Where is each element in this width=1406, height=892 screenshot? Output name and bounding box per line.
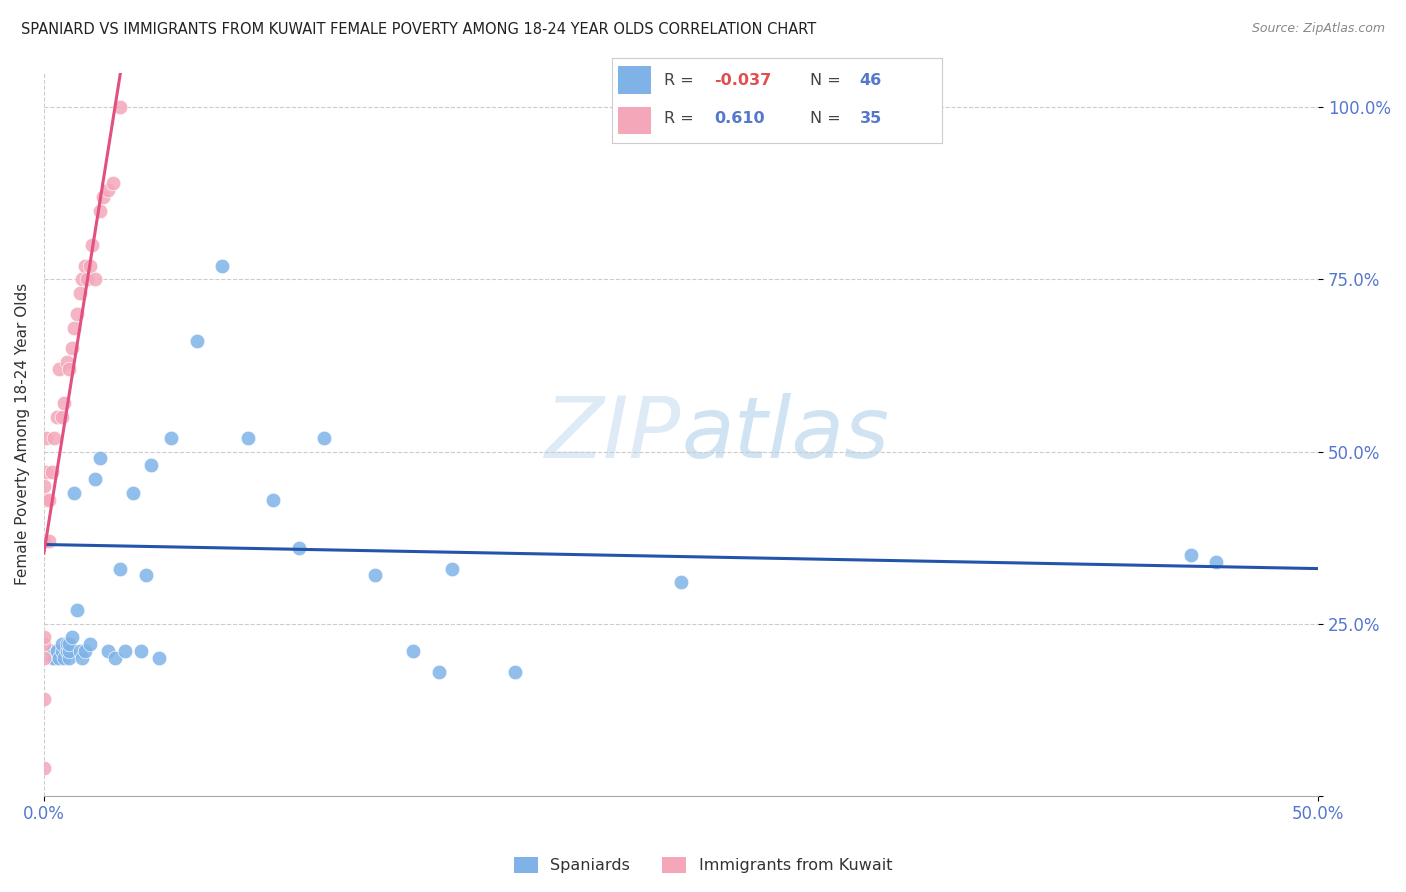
Point — [45, 410, 67, 425]
Point — [42, 431, 65, 445]
Point — [42, 651, 65, 665]
Point — [236, 431, 259, 445]
Legend: Spaniards, Immigrants from Kuwait: Spaniards, Immigrants from Kuwait — [508, 850, 898, 880]
Point — [70, 272, 93, 286]
Bar — [619, 67, 651, 94]
Point — [45, 644, 67, 658]
Point — [53, 651, 76, 665]
Point — [60, 631, 83, 645]
Point — [73, 644, 96, 658]
Point — [427, 665, 450, 679]
Point — [41, 651, 63, 665]
Point — [70, 651, 93, 665]
Point — [104, 651, 127, 665]
Point — [79, 259, 101, 273]
Point — [91, 190, 114, 204]
Point — [97, 644, 120, 658]
Point — [32, 479, 55, 493]
Point — [32, 651, 55, 665]
Point — [505, 665, 527, 679]
Point — [48, 362, 70, 376]
Point — [440, 561, 463, 575]
Point — [66, 603, 89, 617]
Y-axis label: Female Poverty Among 18-24 Year Olds: Female Poverty Among 18-24 Year Olds — [15, 284, 30, 585]
Point — [110, 100, 132, 114]
Point — [110, 561, 132, 575]
Point — [35, 431, 58, 445]
Point — [1205, 555, 1227, 569]
Point — [41, 465, 63, 479]
Point — [66, 307, 89, 321]
Text: N =: N = — [810, 72, 846, 87]
Point — [83, 272, 105, 286]
Text: atlas: atlas — [681, 392, 889, 475]
Bar — [619, 107, 651, 134]
Point — [314, 431, 336, 445]
Point — [101, 176, 124, 190]
Point — [82, 238, 104, 252]
Text: R =: R = — [665, 72, 699, 87]
Point — [32, 631, 55, 645]
Point — [1180, 548, 1202, 562]
Point — [58, 362, 80, 376]
Point — [89, 203, 111, 218]
Point — [79, 637, 101, 651]
Point — [287, 541, 309, 555]
Point — [114, 644, 136, 658]
Point — [32, 534, 55, 549]
Point — [35, 465, 58, 479]
Point — [56, 644, 79, 658]
Text: ZIP: ZIP — [546, 392, 681, 475]
Point — [60, 341, 83, 355]
Point — [186, 334, 208, 349]
Point — [135, 568, 157, 582]
Point — [51, 410, 73, 425]
Point — [32, 492, 55, 507]
Point — [56, 637, 79, 651]
Point — [32, 692, 55, 706]
Point — [89, 451, 111, 466]
Point — [58, 644, 80, 658]
Text: Source: ZipAtlas.com: Source: ZipAtlas.com — [1251, 22, 1385, 36]
Point — [41, 644, 63, 658]
Point — [56, 355, 79, 369]
Text: 35: 35 — [859, 112, 882, 127]
Point — [63, 320, 86, 334]
Point — [76, 272, 98, 286]
Point — [58, 651, 80, 665]
Point — [139, 458, 162, 473]
Point — [53, 396, 76, 410]
Point — [48, 651, 70, 665]
Point — [148, 651, 170, 665]
Point — [402, 644, 425, 658]
Text: 0.610: 0.610 — [714, 112, 765, 127]
Point — [73, 259, 96, 273]
Text: -0.037: -0.037 — [714, 72, 772, 87]
Point — [364, 568, 387, 582]
Point — [83, 472, 105, 486]
Point — [69, 644, 91, 658]
Point — [262, 492, 284, 507]
Point — [51, 637, 73, 651]
Point — [38, 492, 60, 507]
Point — [32, 761, 55, 775]
Point — [160, 431, 183, 445]
Text: N =: N = — [810, 112, 846, 127]
Point — [129, 644, 152, 658]
Point — [63, 486, 86, 500]
Point — [122, 486, 145, 500]
Point — [211, 259, 233, 273]
Point — [58, 637, 80, 651]
Point — [51, 644, 73, 658]
Point — [97, 183, 120, 197]
Point — [69, 286, 91, 301]
Point — [38, 534, 60, 549]
Point — [32, 637, 55, 651]
Text: R =: R = — [665, 112, 699, 127]
Text: SPANIARD VS IMMIGRANTS FROM KUWAIT FEMALE POVERTY AMONG 18-24 YEAR OLDS CORRELAT: SPANIARD VS IMMIGRANTS FROM KUWAIT FEMAL… — [21, 22, 817, 37]
Text: 46: 46 — [859, 72, 882, 87]
Point — [669, 575, 692, 590]
